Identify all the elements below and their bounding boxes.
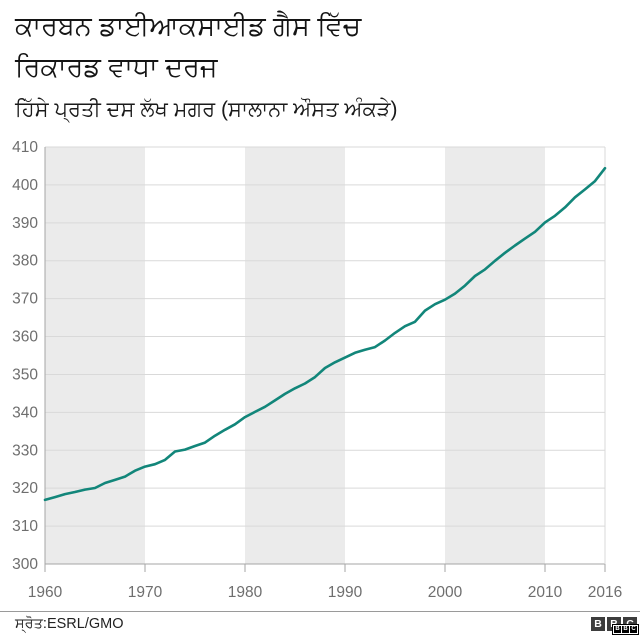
y-tick-label: 380 (12, 253, 38, 270)
y-tick-label: 410 (12, 139, 38, 156)
x-tick-label: 1970 (128, 584, 163, 601)
bbc-logo: B B C B B C (591, 617, 639, 635)
x-tick-label: 1990 (328, 584, 363, 601)
bbc-logo-mini-block-b1: B (614, 626, 621, 633)
co2-data-line (43, 166, 607, 502)
y-tick-label: 390 (12, 215, 38, 232)
footer-divider (0, 611, 640, 612)
y-tick-label: 340 (12, 404, 38, 421)
bbc-logo-block-b1: B (591, 617, 605, 631)
y-tick-label: 350 (12, 366, 38, 383)
decade-band (445, 147, 545, 564)
decade-band (245, 147, 345, 564)
y-tick-label: 400 (12, 177, 38, 194)
x-tick-label: 2016 (588, 584, 622, 601)
x-tick-label: 2000 (428, 584, 463, 601)
y-tick-label: 360 (12, 329, 38, 346)
decade-band (45, 147, 145, 564)
bbc-logo-mini: B B C (612, 624, 639, 635)
x-tick-label: 1960 (28, 584, 63, 601)
y-tick-label: 320 (12, 480, 38, 497)
line-chart: 300 310 320 330 340 350 360 370 380 390 400 410 1960… (12, 139, 622, 601)
y-tick-label: 310 (12, 518, 38, 535)
bbc-logo-mini-block-c: C (630, 626, 637, 633)
chart-title-line2: ਰਿਕਾਰਡ ਵਾਧਾ ਦਰਜ (15, 52, 218, 82)
source-label: ਸ੍ਰੋਤ:ESRL/GMO (15, 616, 124, 632)
y-tick-label: 330 (12, 442, 38, 459)
y-tick-label: 370 (12, 291, 38, 308)
chart-subtitle: ਹਿੱਸੇ ਪ੍ਰਤੀ ਦਸ ਲੱਖ ਮਗਰ (ਸਾਲਾਨਾ ਔਸਤ ਅੰਕੜੇ… (15, 98, 398, 121)
bbc-logo-mini-block-b2: B (622, 626, 629, 633)
x-tick-label: 1980 (228, 584, 263, 601)
y-tick-label: 300 (12, 556, 38, 573)
chart-header: ਕਾਰਬਨ ਡਾਈਆਕਸਾਈਡ ਗੈਸ ਵਿੱਚ ਰਿਕਾਰਡ ਵਾਧਾ ਦਰਜ… (15, 6, 625, 125)
chart-title-line1: ਕਾਰਬਨ ਡਾਈਆਕਸਾਈਡ ਗੈਸ ਵਿੱਚ (15, 11, 362, 41)
x-tick-label: 2010 (528, 584, 563, 601)
